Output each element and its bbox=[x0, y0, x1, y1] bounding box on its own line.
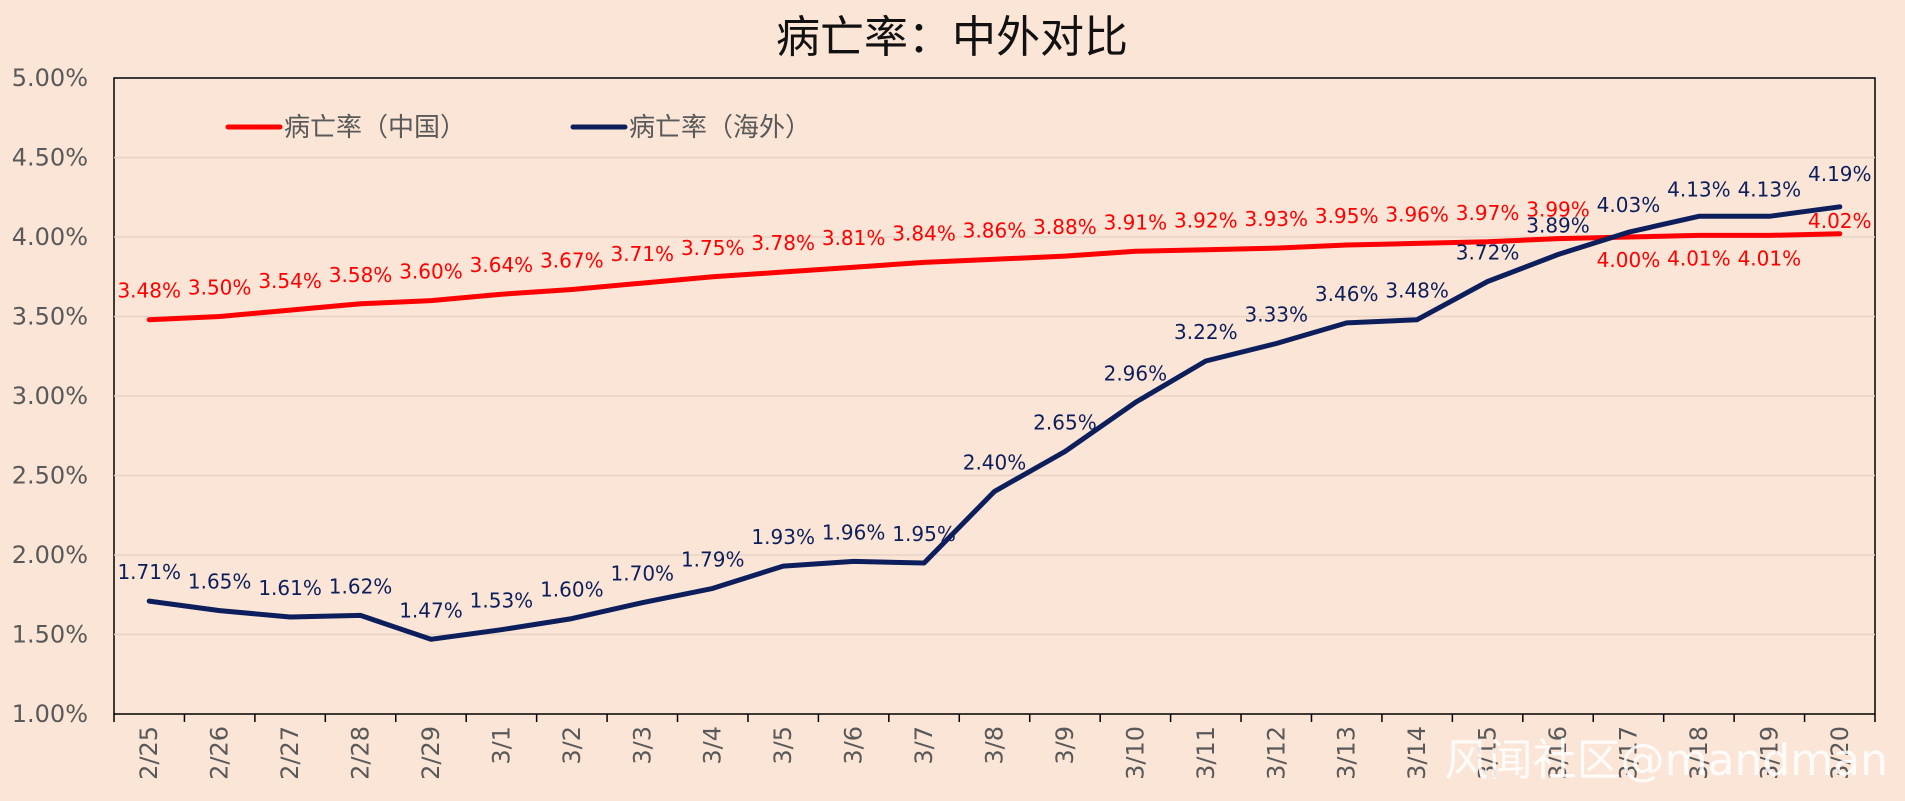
data-labels: 3.48% 3.50% 3.54% 3.58% 3.60% 3.64% 3.67% 3.71%… bbox=[117, 162, 1871, 622]
x-tick-label: 3/6 bbox=[840, 726, 868, 765]
series-line-overseas bbox=[146, 204, 1843, 642]
x-tick-label: 3/15 bbox=[1474, 726, 1502, 780]
data-label-china: 3.92% bbox=[1174, 209, 1238, 233]
legend-label-overseas: 病亡率（海外） bbox=[629, 113, 811, 143]
data-label-china: 3.75% bbox=[681, 236, 745, 260]
data-label-overseas: 4.19% bbox=[1808, 162, 1872, 186]
data-label-china: 4.01% bbox=[1667, 246, 1731, 270]
x-tick-label: 2/28 bbox=[347, 726, 375, 780]
data-label-china: 3.78% bbox=[751, 231, 815, 255]
data-label-overseas: 1.95% bbox=[892, 522, 956, 546]
data-label-china: 3.67% bbox=[540, 248, 604, 272]
x-tick-label: 3/5 bbox=[769, 726, 797, 765]
x-tick-label: 3/20 bbox=[1826, 726, 1854, 780]
y-tick-label: 3.00% bbox=[12, 382, 88, 410]
data-label-china: 3.81% bbox=[822, 226, 886, 250]
data-label-china: 4.02% bbox=[1808, 209, 1872, 233]
x-tick-label: 3/10 bbox=[1121, 726, 1149, 780]
data-label-overseas: 3.46% bbox=[1315, 282, 1379, 306]
data-label-china: 3.97% bbox=[1456, 201, 1520, 225]
data-label-china: 3.58% bbox=[329, 263, 393, 287]
data-label-overseas: 2.40% bbox=[963, 450, 1027, 474]
data-label-china: 4.00% bbox=[1597, 248, 1661, 272]
data-label-overseas: 1.53% bbox=[470, 589, 534, 613]
data-label-china: 3.71% bbox=[611, 242, 675, 266]
data-label-overseas: 3.48% bbox=[1385, 279, 1449, 303]
y-tick-label: 5.00% bbox=[12, 64, 88, 92]
data-label-china: 3.88% bbox=[1033, 215, 1097, 239]
data-label-china: 3.64% bbox=[470, 253, 534, 277]
x-tick-label: 3/16 bbox=[1544, 726, 1572, 780]
data-label-china: 3.48% bbox=[117, 279, 181, 303]
data-label-china: 3.96% bbox=[1385, 202, 1449, 226]
data-label-overseas: 1.71% bbox=[117, 560, 181, 584]
x-tick-label: 3/12 bbox=[1262, 726, 1290, 780]
x-tick-label: 2/27 bbox=[276, 726, 304, 780]
data-label-overseas: 1.96% bbox=[822, 520, 886, 544]
y-tick-label: 4.00% bbox=[12, 223, 88, 251]
series-lines bbox=[146, 204, 1843, 642]
x-tick-label: 3/4 bbox=[699, 726, 727, 765]
data-label-overseas: 3.89% bbox=[1526, 213, 1590, 237]
data-label-china: 3.99% bbox=[1526, 198, 1590, 222]
data-label-china: 3.91% bbox=[1104, 210, 1168, 234]
x-tick-label: 3/19 bbox=[1755, 726, 1783, 780]
x-tick-label: 3/1 bbox=[487, 726, 515, 765]
x-tick-label: 3/3 bbox=[628, 726, 656, 765]
x-tick-label: 3/2 bbox=[558, 726, 586, 765]
y-tick-label: 1.00% bbox=[12, 700, 88, 728]
x-tick-label: 3/8 bbox=[981, 726, 1009, 765]
gridlines bbox=[114, 156, 1875, 636]
x-tick-label: 3/14 bbox=[1403, 726, 1431, 780]
data-label-overseas: 1.93% bbox=[751, 525, 815, 549]
x-tick-label: 2/26 bbox=[206, 726, 234, 780]
data-label-overseas: 3.33% bbox=[1244, 303, 1308, 327]
data-label-overseas: 2.96% bbox=[1104, 361, 1168, 385]
data-label-china: 3.54% bbox=[258, 269, 322, 293]
data-label-overseas: 1.79% bbox=[681, 547, 745, 571]
x-tick-label: 3/7 bbox=[910, 726, 938, 765]
data-label-overseas: 1.62% bbox=[329, 574, 393, 598]
x-tick-label: 3/18 bbox=[1685, 726, 1713, 780]
data-label-overseas: 4.13% bbox=[1667, 177, 1731, 201]
data-label-china: 3.50% bbox=[188, 276, 252, 300]
legend: 病亡率（中国） 病亡率（海外） bbox=[225, 113, 811, 143]
data-label-overseas: 1.47% bbox=[399, 598, 463, 622]
x-tick-label: 3/17 bbox=[1614, 726, 1642, 780]
data-label-china: 3.86% bbox=[963, 218, 1027, 242]
watermark: 风闻社区@mandman bbox=[1445, 735, 1888, 786]
y-tick-label: 4.50% bbox=[12, 144, 88, 172]
data-label-china: 3.93% bbox=[1244, 207, 1308, 231]
data-label-overseas: 1.70% bbox=[611, 562, 675, 586]
y-tick-label: 2.50% bbox=[12, 462, 88, 490]
y-tick-label: 1.50% bbox=[12, 621, 88, 649]
data-label-overseas: 4.13% bbox=[1738, 177, 1802, 201]
data-label-china: 4.01% bbox=[1738, 246, 1802, 270]
data-label-china: 3.95% bbox=[1315, 204, 1379, 228]
x-tick-label: 2/25 bbox=[135, 726, 163, 780]
data-label-overseas: 3.72% bbox=[1456, 241, 1520, 265]
x-tick-label: 2/29 bbox=[417, 726, 445, 780]
series-line-china bbox=[146, 231, 1843, 323]
x-tick-label: 3/9 bbox=[1051, 726, 1079, 765]
data-label-china: 3.60% bbox=[399, 260, 463, 284]
y-tick-label: 3.50% bbox=[12, 303, 88, 331]
data-label-overseas: 4.03% bbox=[1597, 193, 1661, 217]
data-label-overseas: 1.61% bbox=[258, 576, 322, 600]
data-label-overseas: 3.22% bbox=[1174, 320, 1238, 344]
data-label-overseas: 2.65% bbox=[1033, 411, 1097, 435]
x-tick-label: 3/13 bbox=[1333, 726, 1361, 780]
chart-title: 病亡率：中外对比 bbox=[776, 12, 1128, 63]
y-tick-label: 2.00% bbox=[12, 541, 88, 569]
legend-label-china: 病亡率（中国） bbox=[284, 113, 466, 143]
data-label-overseas: 1.60% bbox=[540, 578, 604, 602]
axes: 1.00% 1.50% 2.00% 2.50% 3.00% 3.50% 4.00% 4.50%… bbox=[12, 64, 1876, 780]
data-label-china: 3.84% bbox=[892, 221, 956, 245]
data-label-overseas: 1.65% bbox=[188, 570, 252, 594]
x-tick-label: 3/11 bbox=[1192, 726, 1220, 780]
